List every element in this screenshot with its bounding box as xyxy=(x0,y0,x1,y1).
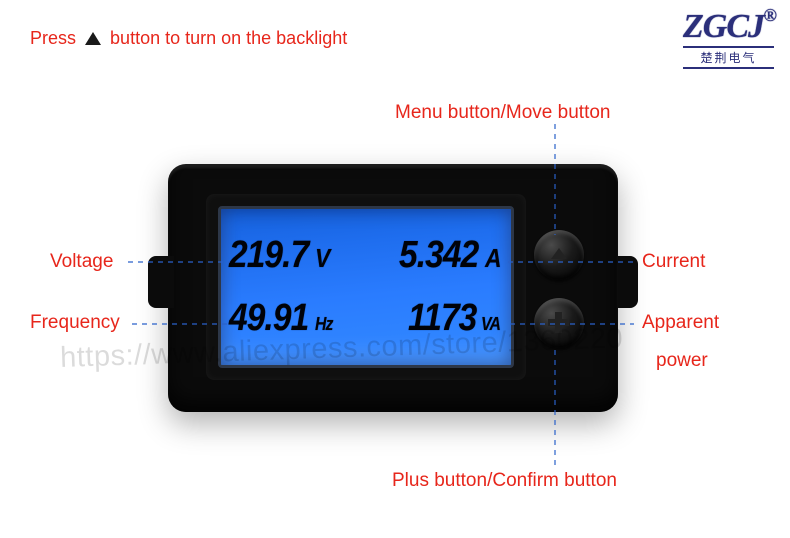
frequency-unit: Hz xyxy=(315,314,333,335)
power-meter-device: 219.7 V 5.342 A 49.91 Hz 1173 VA xyxy=(168,164,618,412)
label-apparent-1: Apparent xyxy=(642,312,719,334)
current-value: 5.342 xyxy=(399,234,478,277)
menu-move-button[interactable] xyxy=(534,230,584,280)
up-triangle-icon xyxy=(85,32,101,45)
apparent-reading: 1173 VA xyxy=(408,297,503,340)
logo-main-text: ZGCJ xyxy=(683,8,764,45)
voltage-unit: V xyxy=(315,243,329,274)
apparent-unit: VA xyxy=(481,314,500,335)
label-current: Current xyxy=(642,251,705,273)
instruction-before: Press xyxy=(30,28,76,48)
instruction-after: button to turn on the backlight xyxy=(110,28,347,48)
plus-confirm-button[interactable] xyxy=(534,298,584,348)
lcd-bezel: 219.7 V 5.342 A 49.91 Hz 1173 VA xyxy=(206,194,526,380)
logo-main: ZGCJ ® xyxy=(683,10,774,44)
brand-logo: ZGCJ ® 楚荆电气 xyxy=(683,10,774,69)
voltage-value: 219.7 xyxy=(229,234,308,277)
frequency-reading: 49.91 Hz xyxy=(229,297,335,340)
current-reading: 5.342 A xyxy=(399,234,503,277)
registered-icon: ® xyxy=(764,6,776,24)
label-frequency: Frequency xyxy=(30,312,120,334)
apparent-value: 1173 xyxy=(408,297,476,340)
lcd-row-bottom: 49.91 Hz 1173 VA xyxy=(229,297,503,340)
label-plus-button: Plus button/Confirm button xyxy=(392,470,617,492)
current-unit: A xyxy=(485,243,501,274)
label-menu-button: Menu button/Move button xyxy=(395,102,610,124)
voltage-reading: 219.7 V xyxy=(229,234,331,277)
label-voltage: Voltage xyxy=(50,251,113,273)
mount-tab-right xyxy=(612,256,638,308)
lcd-screen: 219.7 V 5.342 A 49.91 Hz 1173 VA xyxy=(218,206,514,368)
frequency-value: 49.91 xyxy=(229,297,308,340)
backlight-instruction: Press button to turn on the backlight xyxy=(30,28,347,49)
mount-tab-left xyxy=(148,256,174,308)
lcd-row-top: 219.7 V 5.342 A xyxy=(229,234,503,277)
label-apparent-2: power xyxy=(656,350,708,372)
logo-sub: 楚荆电气 xyxy=(683,46,774,69)
